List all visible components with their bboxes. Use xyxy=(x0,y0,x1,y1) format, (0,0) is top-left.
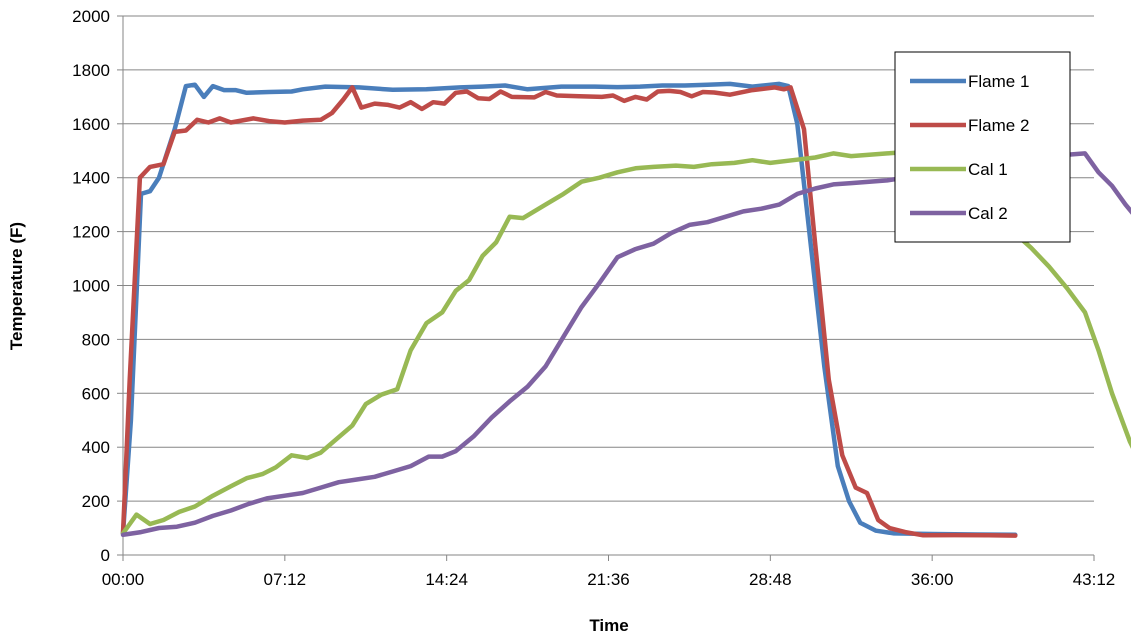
series-line-cal-2 xyxy=(120,151,1131,538)
x-tick-label: 07:12 xyxy=(264,570,307,589)
legend-box xyxy=(894,51,1071,243)
series-line-cal-1 xyxy=(120,143,1131,536)
y-axis-ticks: 0 200 400 600 800 1000 1200 1400 1600 1800 2000 xyxy=(72,7,123,565)
legend: Flame 1 Flame 2 Cal 1 Cal 2 xyxy=(894,51,1071,243)
y-tick-label: 600 xyxy=(82,384,110,403)
x-axis-title: Time xyxy=(589,616,628,635)
series-line-flame-2 xyxy=(120,85,1018,538)
x-tick-label: 28:48 xyxy=(749,570,792,589)
y-axis-title: Temperature (F) xyxy=(7,222,26,350)
y-tick-label: 200 xyxy=(82,492,110,511)
y-tick-label: 0 xyxy=(101,546,110,565)
legend-label-cal-2: Cal 2 xyxy=(968,204,1008,223)
x-axis-ticks: 00:00 07:12 14:24 21:36 28:48 36:00 43:12 xyxy=(102,555,1116,589)
y-tick-label: 1200 xyxy=(72,223,110,242)
y-tick-label: 800 xyxy=(82,330,110,349)
y-tick-label: 1000 xyxy=(72,277,110,296)
x-tick-label: 00:00 xyxy=(102,570,145,589)
y-tick-label: 400 xyxy=(82,438,110,457)
x-tick-label: 21:36 xyxy=(587,570,630,589)
y-tick-label: 1800 xyxy=(72,61,110,80)
x-tick-label: 43:12 xyxy=(1073,570,1116,589)
legend-label-cal-1: Cal 1 xyxy=(968,160,1008,179)
y-tick-label: 2000 xyxy=(72,7,110,26)
y-tick-label: 1400 xyxy=(72,169,110,188)
x-tick-label: 36:00 xyxy=(911,570,954,589)
legend-label-flame-1: Flame 1 xyxy=(968,72,1029,91)
series-lines xyxy=(120,81,1131,538)
y-tick-label: 1600 xyxy=(72,115,110,134)
x-tick-label: 14:24 xyxy=(425,570,468,589)
legend-label-flame-2: Flame 2 xyxy=(968,116,1029,135)
series-line-flame-1 xyxy=(120,81,1018,538)
